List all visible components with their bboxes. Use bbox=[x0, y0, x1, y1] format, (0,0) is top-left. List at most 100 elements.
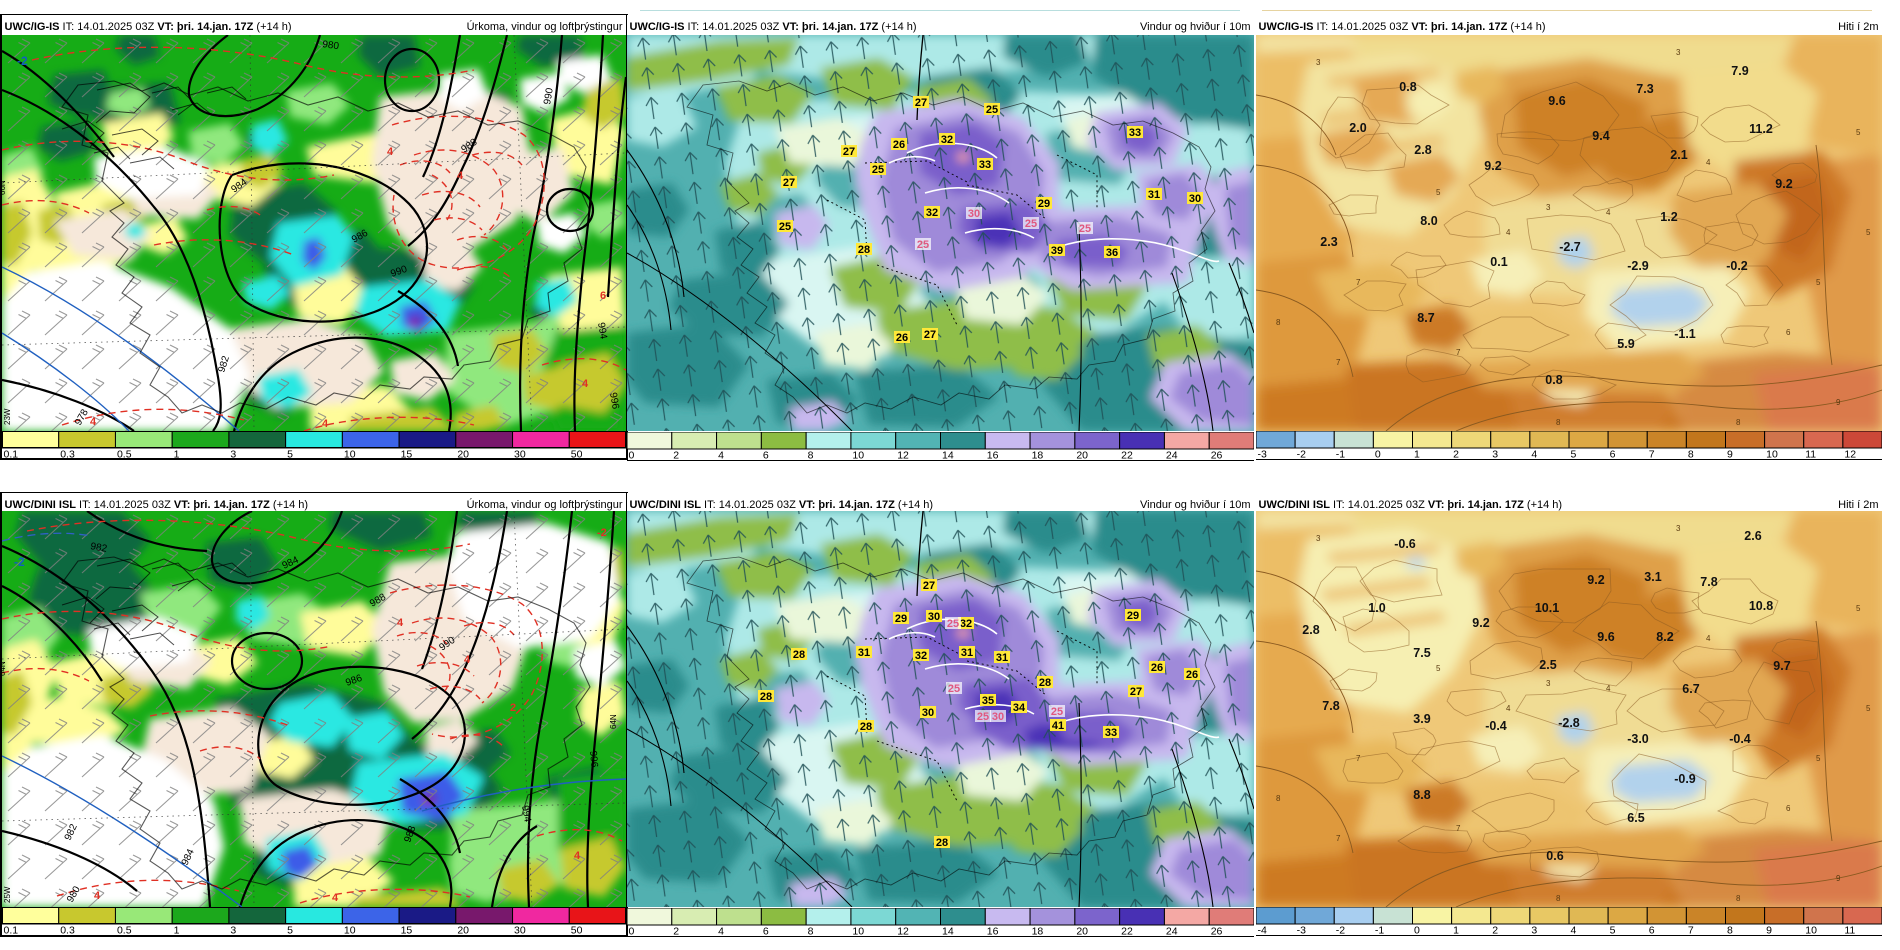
svg-text:30: 30 bbox=[922, 707, 934, 719]
svg-text:11.2: 11.2 bbox=[1749, 122, 1773, 136]
svg-text:4: 4 bbox=[718, 926, 724, 938]
svg-text:994: 994 bbox=[595, 322, 609, 341]
svg-text:4: 4 bbox=[90, 416, 97, 428]
svg-text:25: 25 bbox=[977, 711, 989, 723]
svg-text:10.1: 10.1 bbox=[1535, 601, 1559, 615]
svg-text:3: 3 bbox=[1676, 48, 1681, 57]
svg-text:26: 26 bbox=[1151, 662, 1163, 674]
svg-text:8: 8 bbox=[1727, 925, 1733, 937]
svg-text:-2: -2 bbox=[17, 54, 28, 68]
svg-text:4: 4 bbox=[322, 418, 329, 430]
svg-text:8.7: 8.7 bbox=[1417, 311, 1434, 325]
svg-text:29: 29 bbox=[1127, 610, 1139, 622]
svg-text:-2: -2 bbox=[1297, 449, 1306, 461]
svg-text:0.8: 0.8 bbox=[1399, 80, 1416, 94]
svg-text:15: 15 bbox=[401, 925, 413, 937]
svg-text:26: 26 bbox=[1186, 669, 1198, 681]
svg-text:8: 8 bbox=[1736, 418, 1741, 427]
svg-text:8: 8 bbox=[1688, 449, 1694, 461]
svg-text:4: 4 bbox=[1606, 208, 1611, 217]
svg-text:8: 8 bbox=[808, 926, 814, 938]
svg-text:32: 32 bbox=[926, 207, 938, 219]
svg-text:10: 10 bbox=[852, 926, 864, 938]
svg-text:14: 14 bbox=[942, 450, 954, 462]
svg-text:4: 4 bbox=[1706, 158, 1711, 167]
svg-text:24: 24 bbox=[1166, 926, 1178, 938]
svg-text:9: 9 bbox=[1727, 449, 1733, 461]
svg-text:7: 7 bbox=[1356, 754, 1361, 763]
svg-text:5: 5 bbox=[1436, 664, 1441, 673]
svg-text:31: 31 bbox=[1148, 189, 1160, 201]
svg-text:1: 1 bbox=[1414, 449, 1420, 461]
svg-text:25: 25 bbox=[986, 104, 998, 116]
svg-text:23W: 23W bbox=[3, 408, 12, 425]
svg-text:16: 16 bbox=[987, 926, 999, 938]
svg-text:5: 5 bbox=[1856, 604, 1861, 613]
svg-text:4: 4 bbox=[397, 617, 404, 629]
svg-text:-1: -1 bbox=[1336, 449, 1345, 461]
svg-text:-3.0: -3.0 bbox=[1627, 732, 1649, 746]
svg-text:18: 18 bbox=[1032, 450, 1044, 462]
svg-text:9.2: 9.2 bbox=[1587, 573, 1604, 587]
svg-text:27: 27 bbox=[915, 97, 927, 109]
svg-text:4: 4 bbox=[1571, 925, 1577, 937]
svg-text:31: 31 bbox=[996, 652, 1008, 664]
svg-text:8: 8 bbox=[1556, 418, 1561, 427]
svg-text:1: 1 bbox=[174, 925, 180, 937]
svg-text:2.1: 2.1 bbox=[1670, 148, 1687, 162]
svg-text:4: 4 bbox=[332, 892, 339, 904]
svg-text:30: 30 bbox=[514, 449, 526, 461]
svg-text:25: 25 bbox=[948, 683, 960, 695]
svg-text:996: 996 bbox=[587, 750, 599, 768]
svg-text:20: 20 bbox=[1076, 450, 1088, 462]
svg-text:2: 2 bbox=[510, 702, 516, 714]
svg-text:27: 27 bbox=[924, 329, 936, 341]
svg-text:6: 6 bbox=[1610, 449, 1616, 461]
svg-text:6: 6 bbox=[763, 926, 769, 938]
svg-text:3: 3 bbox=[1676, 524, 1681, 533]
svg-text:30: 30 bbox=[928, 611, 940, 623]
svg-text:2.5: 2.5 bbox=[1539, 658, 1556, 672]
svg-text:10: 10 bbox=[852, 450, 864, 462]
svg-text:28: 28 bbox=[860, 721, 872, 733]
svg-text:-2: -2 bbox=[14, 555, 25, 569]
svg-text:2.8: 2.8 bbox=[1414, 143, 1431, 157]
svg-text:28: 28 bbox=[793, 649, 805, 661]
svg-text:16: 16 bbox=[987, 450, 999, 462]
svg-text:-2: -2 bbox=[1336, 925, 1345, 937]
svg-text:30: 30 bbox=[1189, 193, 1201, 205]
svg-text:7: 7 bbox=[1649, 449, 1655, 461]
svg-text:7.8: 7.8 bbox=[1322, 699, 1339, 713]
svg-text:0.8: 0.8 bbox=[1545, 373, 1562, 387]
svg-text:5.9: 5.9 bbox=[1617, 337, 1634, 351]
svg-text:5: 5 bbox=[287, 449, 293, 461]
svg-text:2.6: 2.6 bbox=[1744, 529, 1761, 543]
svg-text:41: 41 bbox=[1052, 720, 1064, 732]
svg-text:7.5: 7.5 bbox=[1413, 646, 1430, 660]
svg-text:8: 8 bbox=[808, 450, 814, 462]
svg-text:39: 39 bbox=[1051, 245, 1063, 257]
svg-text:1: 1 bbox=[1453, 925, 1459, 937]
svg-text:12: 12 bbox=[897, 926, 909, 938]
svg-text:6: 6 bbox=[763, 450, 769, 462]
svg-text:27: 27 bbox=[783, 177, 795, 189]
svg-text:0.3: 0.3 bbox=[60, 449, 75, 461]
svg-text:-0.4: -0.4 bbox=[1729, 732, 1751, 746]
svg-text:-3: -3 bbox=[1297, 925, 1306, 937]
svg-text:8.8: 8.8 bbox=[1413, 788, 1430, 802]
svg-text:4: 4 bbox=[94, 890, 101, 902]
svg-text:982: 982 bbox=[89, 541, 108, 555]
svg-text:25: 25 bbox=[872, 164, 884, 176]
svg-text:4: 4 bbox=[574, 850, 581, 862]
svg-text:6: 6 bbox=[1649, 925, 1655, 937]
svg-text:1.0: 1.0 bbox=[1368, 601, 1385, 615]
svg-text:28: 28 bbox=[760, 691, 772, 703]
svg-text:15: 15 bbox=[401, 449, 413, 461]
svg-text:-1.1: -1.1 bbox=[1674, 327, 1696, 341]
svg-text:4: 4 bbox=[1606, 684, 1611, 693]
svg-text:22: 22 bbox=[1121, 450, 1133, 462]
svg-text:2.3: 2.3 bbox=[1320, 235, 1337, 249]
svg-text:31: 31 bbox=[961, 647, 973, 659]
svg-text:5: 5 bbox=[1436, 188, 1441, 197]
svg-text:3: 3 bbox=[1531, 925, 1537, 937]
